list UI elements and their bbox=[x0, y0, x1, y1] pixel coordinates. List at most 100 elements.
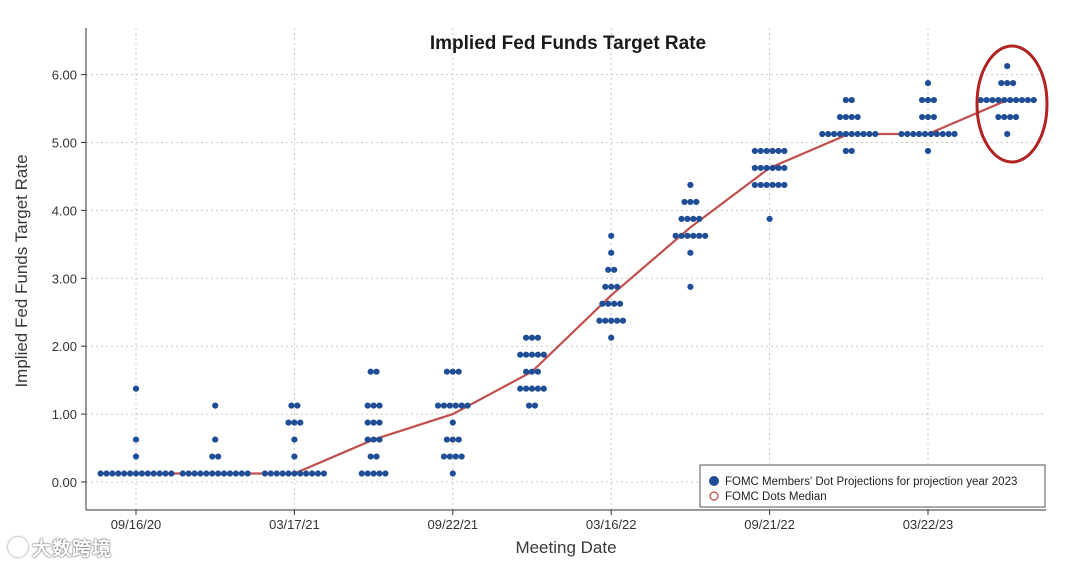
y-tick-label: 5.00 bbox=[52, 136, 77, 151]
dot-projection bbox=[285, 419, 292, 426]
dot-projection bbox=[696, 215, 703, 222]
dot-projection bbox=[921, 130, 929, 138]
dot-projection bbox=[279, 470, 286, 477]
dot-projection bbox=[842, 96, 849, 104]
dot-projection bbox=[358, 470, 365, 477]
dot-projection bbox=[185, 470, 192, 477]
dot-projection bbox=[376, 436, 383, 443]
dot-projection bbox=[464, 402, 471, 409]
dot-projection bbox=[440, 453, 448, 460]
watermark-logo-icon bbox=[8, 537, 28, 557]
dot-projection bbox=[769, 147, 776, 155]
dot-projection bbox=[927, 130, 935, 138]
dot-projection bbox=[611, 300, 618, 307]
dot-projection bbox=[212, 436, 219, 443]
x-tick-label: 09/22/21 bbox=[427, 517, 478, 532]
dot-projection bbox=[261, 470, 268, 477]
dot-projection bbox=[687, 181, 694, 189]
dot-projection bbox=[455, 436, 462, 443]
dot-projection bbox=[534, 368, 542, 375]
x-tick-label: 03/17/21 bbox=[269, 517, 320, 532]
dot-projection bbox=[1001, 113, 1008, 121]
dot-projection bbox=[452, 453, 459, 460]
dot-projections-series bbox=[97, 63, 1037, 477]
dot-projection bbox=[751, 181, 758, 189]
dot-projection bbox=[763, 181, 770, 189]
dot-projection bbox=[1001, 96, 1008, 104]
dot-projection bbox=[608, 249, 615, 256]
dot-projection bbox=[303, 470, 310, 477]
y-tick-label: 6.00 bbox=[52, 68, 77, 83]
dot-projection bbox=[540, 351, 547, 358]
dot-projection bbox=[781, 164, 788, 172]
dot-projection bbox=[757, 164, 764, 172]
dot-projection bbox=[534, 385, 542, 392]
dot-projection bbox=[1012, 96, 1020, 104]
dot-projection bbox=[382, 470, 389, 477]
dot-projection bbox=[115, 470, 122, 477]
dot-projection bbox=[455, 368, 462, 375]
dot-projection bbox=[924, 147, 932, 155]
dot-projection bbox=[449, 470, 456, 477]
dot-projection bbox=[939, 130, 946, 138]
dot-projection bbox=[226, 470, 234, 477]
dot-projection bbox=[103, 470, 110, 477]
dot-projection bbox=[449, 419, 456, 426]
dot-projection bbox=[297, 419, 304, 426]
dot-projection bbox=[291, 453, 298, 460]
dot-projection bbox=[215, 470, 222, 477]
dot-projection bbox=[132, 453, 140, 460]
dot-projection bbox=[848, 113, 855, 121]
dot-projection bbox=[138, 470, 145, 477]
dot-projection bbox=[1007, 96, 1014, 104]
x-tick-label: 09/16/20 bbox=[111, 517, 162, 532]
dot-projection bbox=[144, 470, 151, 477]
dot-projection bbox=[608, 334, 615, 341]
y-tick-label: 1.00 bbox=[52, 407, 77, 422]
dot-projection bbox=[156, 470, 163, 477]
x-tick-label: 03/16/22 bbox=[586, 517, 637, 532]
chart-title: Implied Fed Funds Target Rate bbox=[430, 33, 706, 54]
dot-projection bbox=[364, 436, 371, 443]
dot-projection bbox=[446, 402, 453, 409]
dot-projection bbox=[232, 470, 239, 477]
x-tick-label: 03/22/23 bbox=[903, 517, 954, 532]
dot-projection bbox=[1007, 113, 1014, 121]
legend-dot-marker bbox=[709, 476, 719, 486]
legend: FOMC Members' Dot Projections for projec… bbox=[699, 464, 1046, 508]
dot-projection bbox=[919, 113, 926, 121]
dot-projection bbox=[449, 436, 456, 443]
dot-projection bbox=[525, 402, 533, 409]
dot-projection bbox=[836, 130, 844, 138]
dot-projection bbox=[702, 232, 709, 239]
dot-projection bbox=[916, 130, 923, 138]
dot-projection bbox=[684, 232, 691, 239]
dot-projection bbox=[951, 130, 958, 138]
watermark-text: 大数跨境 bbox=[32, 538, 113, 560]
dot-projection bbox=[763, 164, 770, 172]
dot-projection bbox=[364, 470, 371, 477]
dot-projection bbox=[910, 130, 917, 138]
legend-dot-label: FOMC Members' Dot Projections for projec… bbox=[725, 476, 1017, 488]
dot-projection bbox=[945, 130, 952, 138]
dot-projection bbox=[919, 96, 926, 104]
dot-projection bbox=[132, 436, 140, 443]
dot-projection bbox=[320, 470, 327, 477]
dot-projection bbox=[687, 283, 694, 290]
dot-projection bbox=[619, 317, 627, 324]
dot-projection bbox=[209, 470, 216, 477]
dot-projection bbox=[687, 198, 694, 206]
dot-projection bbox=[751, 147, 758, 155]
dot-projection bbox=[364, 419, 371, 426]
dot-projection bbox=[244, 470, 251, 477]
x-axis-label: Meeting Date bbox=[515, 538, 616, 557]
dot-projection bbox=[1030, 96, 1037, 104]
dot-projection bbox=[687, 249, 694, 256]
dot-projection bbox=[150, 470, 157, 477]
median-series bbox=[136, 99, 1008, 475]
dot-projection bbox=[517, 385, 524, 392]
dot-projection bbox=[769, 164, 776, 172]
dot-projection bbox=[540, 385, 547, 392]
dot-projection bbox=[872, 130, 879, 138]
dot-projection bbox=[1004, 130, 1011, 138]
